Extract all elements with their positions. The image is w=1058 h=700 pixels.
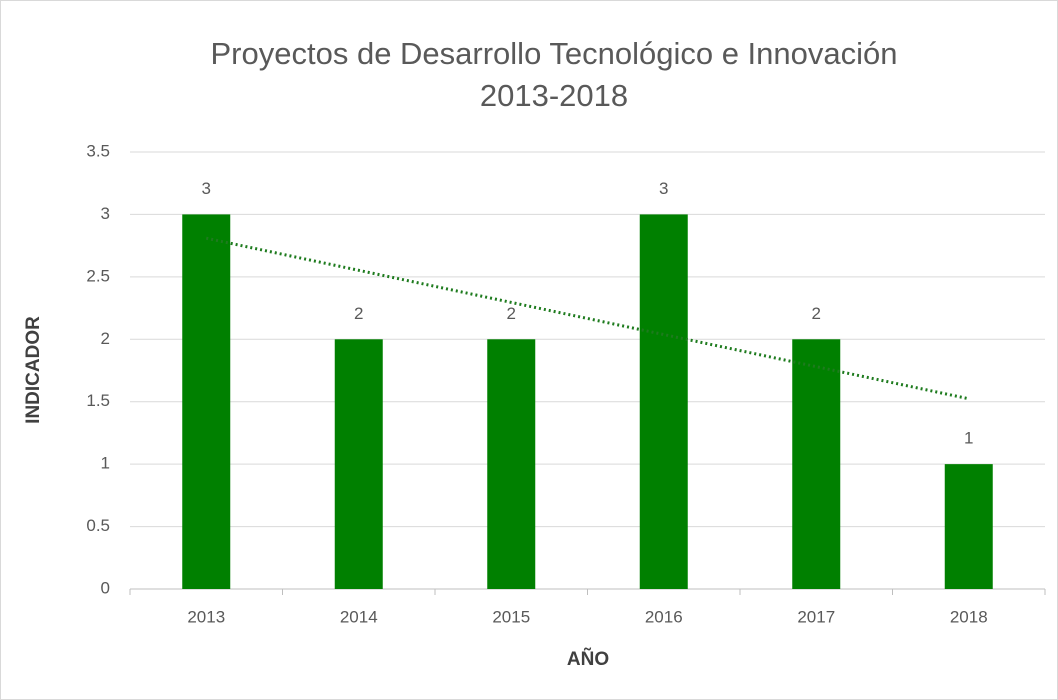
x-axis-title: AÑO	[567, 648, 609, 670]
bar	[792, 339, 841, 589]
data-label: 3	[202, 179, 211, 198]
x-tick-label: 2013	[187, 607, 225, 626]
chart-subtitle: 2013-2018	[480, 78, 628, 113]
y-tick-label: 0	[101, 578, 110, 597]
y-tick-label: 0.5	[86, 516, 110, 535]
y-tick-label: 2	[101, 329, 110, 348]
y-tick-label: 3	[101, 204, 110, 223]
y-tick-label: 1.5	[86, 391, 110, 410]
bar	[487, 339, 536, 589]
bar	[944, 464, 993, 589]
bar	[639, 214, 688, 589]
y-tick-label: 1	[101, 454, 110, 473]
chart-title: Proyectos de Desarrollo Tecnológico e In…	[211, 36, 898, 71]
x-tick-label: 2018	[950, 607, 988, 626]
x-tick-label: 2015	[492, 607, 530, 626]
data-label: 1	[964, 429, 973, 448]
bar	[334, 339, 383, 589]
y-tick-label: 3.5	[86, 141, 110, 160]
y-tick-label: 2.5	[86, 266, 110, 285]
x-tick-label: 2017	[797, 607, 835, 626]
data-label: 2	[812, 304, 821, 323]
x-tick-label: 2016	[645, 607, 683, 626]
data-label: 3	[659, 179, 668, 198]
data-label: 2	[507, 304, 516, 323]
data-label: 2	[354, 304, 363, 323]
bar	[182, 214, 231, 589]
y-axis-title: INDICADOR	[23, 316, 44, 424]
x-tick-label: 2014	[340, 607, 378, 626]
